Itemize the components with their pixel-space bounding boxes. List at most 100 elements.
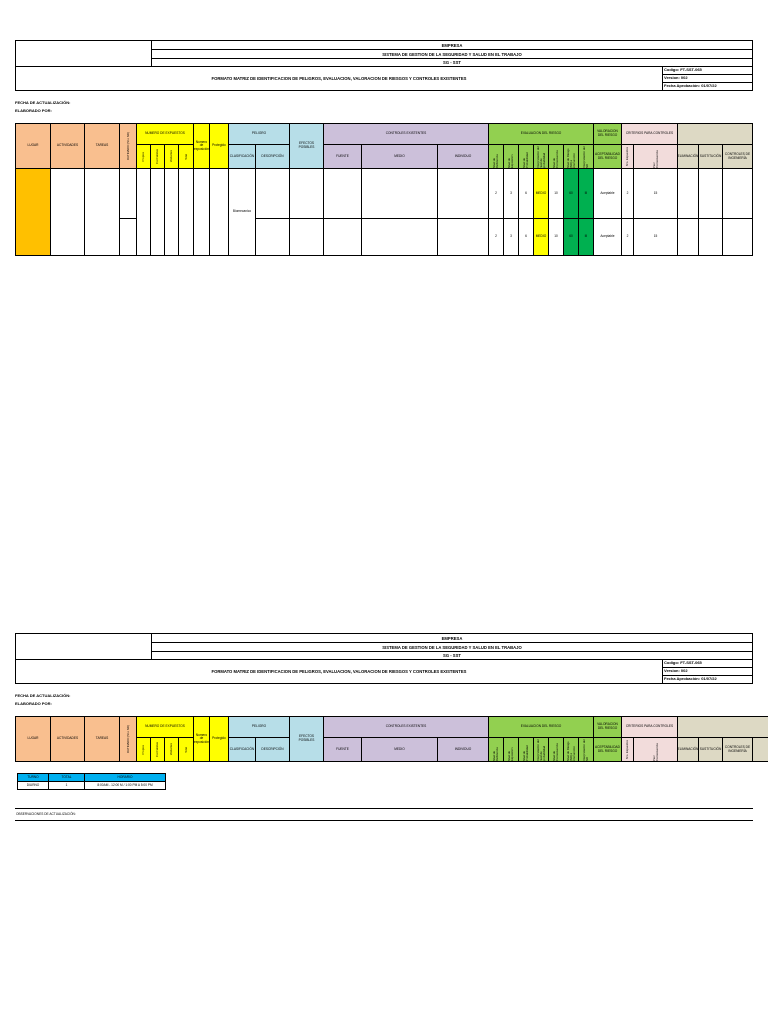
ev-col-label: Nivel de Probabilidad bbox=[522, 152, 529, 168]
interp-np-cell: MEDIO bbox=[533, 218, 549, 256]
propios-cell bbox=[136, 168, 151, 256]
protegido-cell bbox=[209, 168, 229, 256]
col-protegido: Protegido bbox=[209, 123, 229, 169]
col-clasificacion: CLASIFICACIÓN bbox=[228, 144, 256, 169]
col-propios: Propios bbox=[136, 144, 151, 169]
evaluacion-subcols: Nivel de Deficiencia Nivel de Exposición… bbox=[488, 144, 594, 169]
page-1: EMPRESA SISTEMA DE GESTION DE LA SEGURID… bbox=[15, 40, 753, 256]
col-actividades: ACTIVIDADES bbox=[50, 123, 85, 169]
col-individuo: INDIVIDUO bbox=[437, 144, 489, 169]
col-propios-label: Propios bbox=[141, 151, 145, 162]
medio-cell bbox=[361, 168, 438, 219]
aceptabilidad-cell: Aceptable bbox=[593, 168, 622, 219]
nr-cell: 60 bbox=[563, 168, 579, 219]
col-controles-ingenieria: CONTROLES DE INGENIERÍA bbox=[722, 144, 753, 169]
ev-col: Nivel de Exposición bbox=[503, 144, 519, 169]
lugar-cell bbox=[15, 168, 51, 256]
col-tareas: TAREAS bbox=[84, 123, 120, 169]
col-contratistas: Contratistas bbox=[150, 144, 165, 169]
col-medio: MEDIO bbox=[361, 144, 438, 169]
col-eliminacion: ELIMINACIÓN bbox=[677, 737, 699, 762]
ev-col-label: Nivel de Consecuencia bbox=[552, 743, 559, 761]
col-valoracion: VALORACION DEL RIESGO bbox=[593, 716, 622, 738]
col-descripcion: DESCRIPCIÓN bbox=[255, 737, 290, 762]
exposicion-cell bbox=[193, 168, 210, 256]
col-total: Total bbox=[178, 737, 194, 762]
col-numero-exposicion: Numero de exposición bbox=[193, 123, 210, 169]
ev-col-label: Nivel de Exposición bbox=[507, 747, 514, 761]
col-criterios: CRITERIOS PARA CONTROLES bbox=[621, 716, 678, 738]
ev-col-label: Nivel de Exposición bbox=[507, 154, 514, 168]
np-cell: 6 bbox=[518, 168, 534, 219]
col-total: Total bbox=[178, 144, 194, 169]
logo-box bbox=[15, 633, 152, 660]
ev-col: Interpretación del NR bbox=[578, 737, 594, 762]
col-lugar: LUGAR bbox=[15, 716, 51, 762]
col-controles-ingenieria: CONTROLES DE INGENIERÍA bbox=[722, 737, 753, 762]
col-descripcion: DESCRIPCIÓN bbox=[255, 144, 290, 169]
page-2: EMPRESA SISTEMA DE GESTION DE LA SEGURID… bbox=[0, 633, 768, 833]
interp-np-cell: MEDIO bbox=[533, 168, 549, 219]
approval-date-label: Fecha Aprobación: 01/07/22 bbox=[662, 675, 753, 684]
col-protegido: Protegido bbox=[209, 716, 229, 762]
approval-date-label: Fecha Aprobación: 01/07/22 bbox=[662, 82, 753, 91]
crit-col: Peor Consecuencia bbox=[633, 144, 678, 169]
col-criterios: CRITERIOS PARA CONTROLES bbox=[621, 123, 678, 145]
col-eliminacion: ELIMINACIÓN bbox=[677, 144, 699, 169]
nd-cell: 2 bbox=[488, 218, 504, 256]
col-visitantes-label: Visitantes bbox=[169, 150, 173, 163]
col-contratistas: Contratistas bbox=[150, 737, 165, 762]
col-fuente: FUENTE bbox=[323, 144, 362, 169]
ev-col: Interpretación del NR bbox=[578, 144, 594, 169]
aceptabilidad-cell: Aceptable bbox=[593, 218, 622, 256]
clasificacion-cell: Biomecanico bbox=[228, 168, 256, 256]
ev-col-label: Nivel de Riesgo (NR) e intervención bbox=[565, 741, 576, 761]
col-rutinario: RUTINARIO (SI o NO) bbox=[119, 716, 137, 762]
shift-total-cell: 1 bbox=[48, 781, 85, 790]
col-peligro: PELIGRO bbox=[228, 716, 290, 738]
ne-cell: 3 bbox=[503, 218, 519, 256]
medio-cell bbox=[361, 218, 438, 256]
col-visitantes-label: Visitantes bbox=[169, 743, 173, 756]
ev-col: Interpretación del nivel de probabilidad bbox=[533, 144, 549, 169]
col-medidas bbox=[677, 123, 753, 145]
crit-col-label: Nro. Expuestos bbox=[625, 146, 629, 167]
col-visitantes: Visitantes bbox=[164, 144, 179, 169]
np-cell: 6 bbox=[518, 218, 534, 256]
col-aceptabilidad: ACEPTABILIDAD DEL RIESGO bbox=[593, 144, 622, 169]
crit-col-label: Peor Consecuencia bbox=[651, 743, 659, 761]
prepared-by-label: ELABORADO POR: bbox=[15, 108, 52, 113]
ev-col-label: Nivel de Consecuencia bbox=[552, 150, 559, 168]
ev-col: Nivel de Deficiencia bbox=[488, 144, 504, 169]
nr-cell: 60 bbox=[563, 218, 579, 256]
nc-cell: 10 bbox=[548, 168, 564, 219]
ev-col-label: Interpretación del NR bbox=[582, 739, 589, 761]
col-efectos: EFECTOS POSIBLES bbox=[289, 123, 324, 169]
ev-col-label: Nivel de Riesgo (NR) e intervención bbox=[565, 148, 576, 168]
col-valoracion: VALORACION DEL RIESGO bbox=[593, 123, 622, 145]
shift-turno-cell: DIURNO bbox=[17, 781, 49, 790]
total-cell bbox=[178, 168, 194, 256]
ev-col: Nivel de Riesgo (NR) e intervención bbox=[563, 737, 579, 762]
ingenieria-cell bbox=[722, 168, 753, 219]
eliminacion-cell bbox=[677, 218, 699, 256]
fuente-cell bbox=[323, 218, 362, 256]
ev-col-label: Interpretación del NR bbox=[582, 146, 589, 168]
col-sustitucion: SUSTITUCIÓN bbox=[698, 737, 723, 762]
ev-col: Nivel de Probabilidad bbox=[518, 144, 534, 169]
col-efectos: EFECTOS POSIBLES bbox=[289, 716, 324, 762]
sustitucion-cell bbox=[698, 218, 723, 256]
col-propios-label: Propios bbox=[141, 744, 145, 755]
efectos-cell bbox=[289, 168, 324, 219]
col-lugar: LUGAR bbox=[15, 123, 51, 169]
prepared-by-label: ELABORADO POR: bbox=[15, 701, 52, 706]
contratistas-cell bbox=[150, 168, 165, 256]
interp-nr-cell: III bbox=[578, 218, 594, 256]
col-evaluacion: EVALUACION DEL RIESGO bbox=[488, 123, 594, 145]
col-rutinario-label: RUTINARIO (SI o NO) bbox=[125, 132, 130, 160]
col-actividades: ACTIVIDADES bbox=[50, 716, 85, 762]
ev-col: Nivel de Riesgo (NR) e intervención bbox=[563, 144, 579, 169]
ev-col: Nivel de Deficiencia bbox=[488, 737, 504, 762]
ev-col: Nivel de Exposición bbox=[503, 737, 519, 762]
col-numero-expuestos: NUMERO DE EXPUESTOS bbox=[136, 716, 194, 738]
